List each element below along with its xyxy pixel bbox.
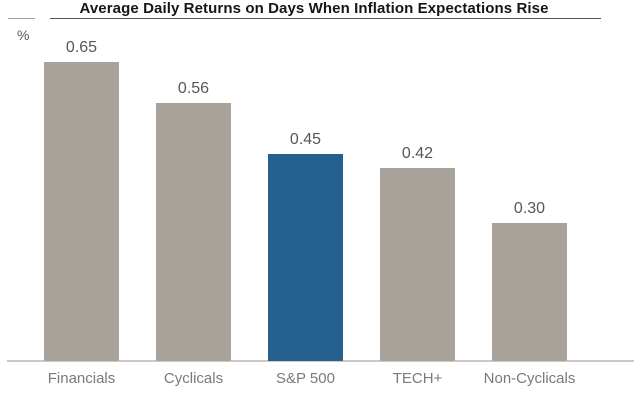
bar-group-sp500: 0.45	[268, 132, 343, 361]
category-label-sp500: S&P 500	[276, 370, 335, 387]
header-rule-left-segment	[8, 17, 35, 19]
category-label-cyclicals: Cyclicals	[163, 370, 224, 387]
value-label-financials: 0.65	[65, 39, 98, 56]
bar-group-tech-plus: 0.42	[380, 146, 455, 361]
category-label-financials: Financials	[47, 370, 116, 387]
value-label-sp500: 0.45	[289, 131, 322, 148]
plot-area: 0.65 0.56 0.45 0.42 0.30	[7, 40, 634, 362]
bar-group-non-cyclicals: 0.30	[492, 201, 567, 361]
bar-group-financials: 0.65	[44, 40, 119, 361]
bar-group-cyclicals: 0.56	[156, 81, 231, 361]
bar-non-cyclicals	[492, 223, 567, 361]
bar-financials	[44, 62, 119, 361]
chart-title: Average Daily Returns on Days When Infla…	[79, 0, 549, 17]
bar-sp500-highlighted	[268, 154, 343, 361]
value-label-non-cyclicals: 0.30	[513, 200, 546, 217]
category-label-non-cyclicals: Non-Cyclicals	[483, 370, 576, 387]
y-axis-unit-label: %	[17, 27, 30, 43]
value-label-tech-plus: 0.42	[401, 145, 434, 162]
value-label-cyclicals: 0.56	[177, 80, 210, 97]
bar-tech-plus	[380, 168, 455, 361]
title-underline-rule	[50, 17, 601, 19]
bar-cyclicals	[156, 103, 231, 361]
category-label-tech-plus: TECH+	[392, 370, 443, 387]
